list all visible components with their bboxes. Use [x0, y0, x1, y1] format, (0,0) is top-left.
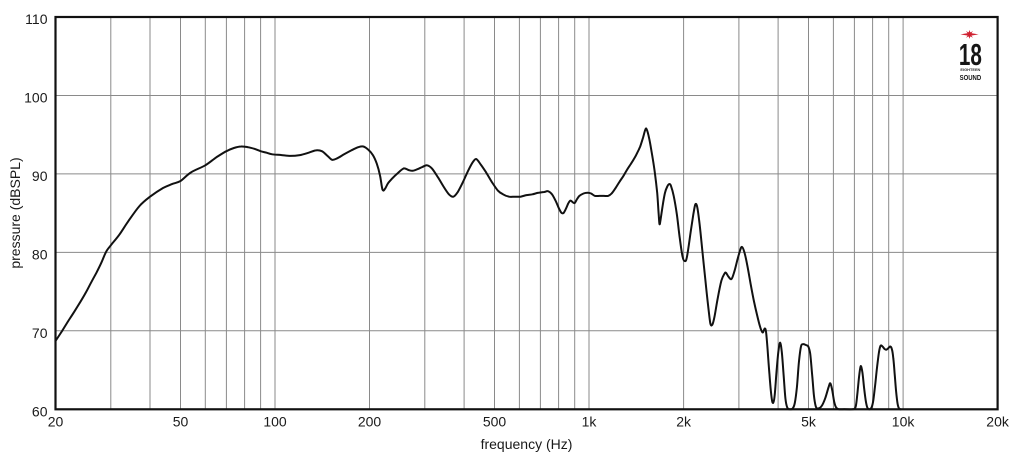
svg-text:1k: 1k: [582, 414, 598, 430]
svg-text:frequency (Hz): frequency (Hz): [481, 436, 573, 452]
svg-text:SOUND: SOUND: [960, 73, 982, 82]
svg-text:80: 80: [32, 246, 48, 262]
svg-text:200: 200: [358, 414, 382, 430]
svg-text:500: 500: [483, 414, 507, 430]
svg-text:100: 100: [24, 90, 48, 106]
svg-text:60: 60: [32, 403, 48, 419]
svg-text:2k: 2k: [676, 414, 692, 430]
svg-text:70: 70: [32, 325, 48, 341]
svg-text:90: 90: [32, 168, 48, 184]
svg-text:5k: 5k: [801, 414, 817, 430]
svg-text:10k: 10k: [892, 414, 916, 430]
svg-text:20k: 20k: [986, 414, 1010, 430]
svg-text:18: 18: [959, 37, 982, 72]
svg-text:110: 110: [25, 11, 48, 27]
svg-text:50: 50: [173, 414, 189, 430]
svg-text:100: 100: [263, 414, 287, 430]
svg-text:pressure (dBSPL): pressure (dBSPL): [7, 157, 23, 268]
svg-text:20: 20: [48, 414, 64, 430]
svg-text:EIGHTEEN: EIGHTEEN: [960, 68, 980, 72]
